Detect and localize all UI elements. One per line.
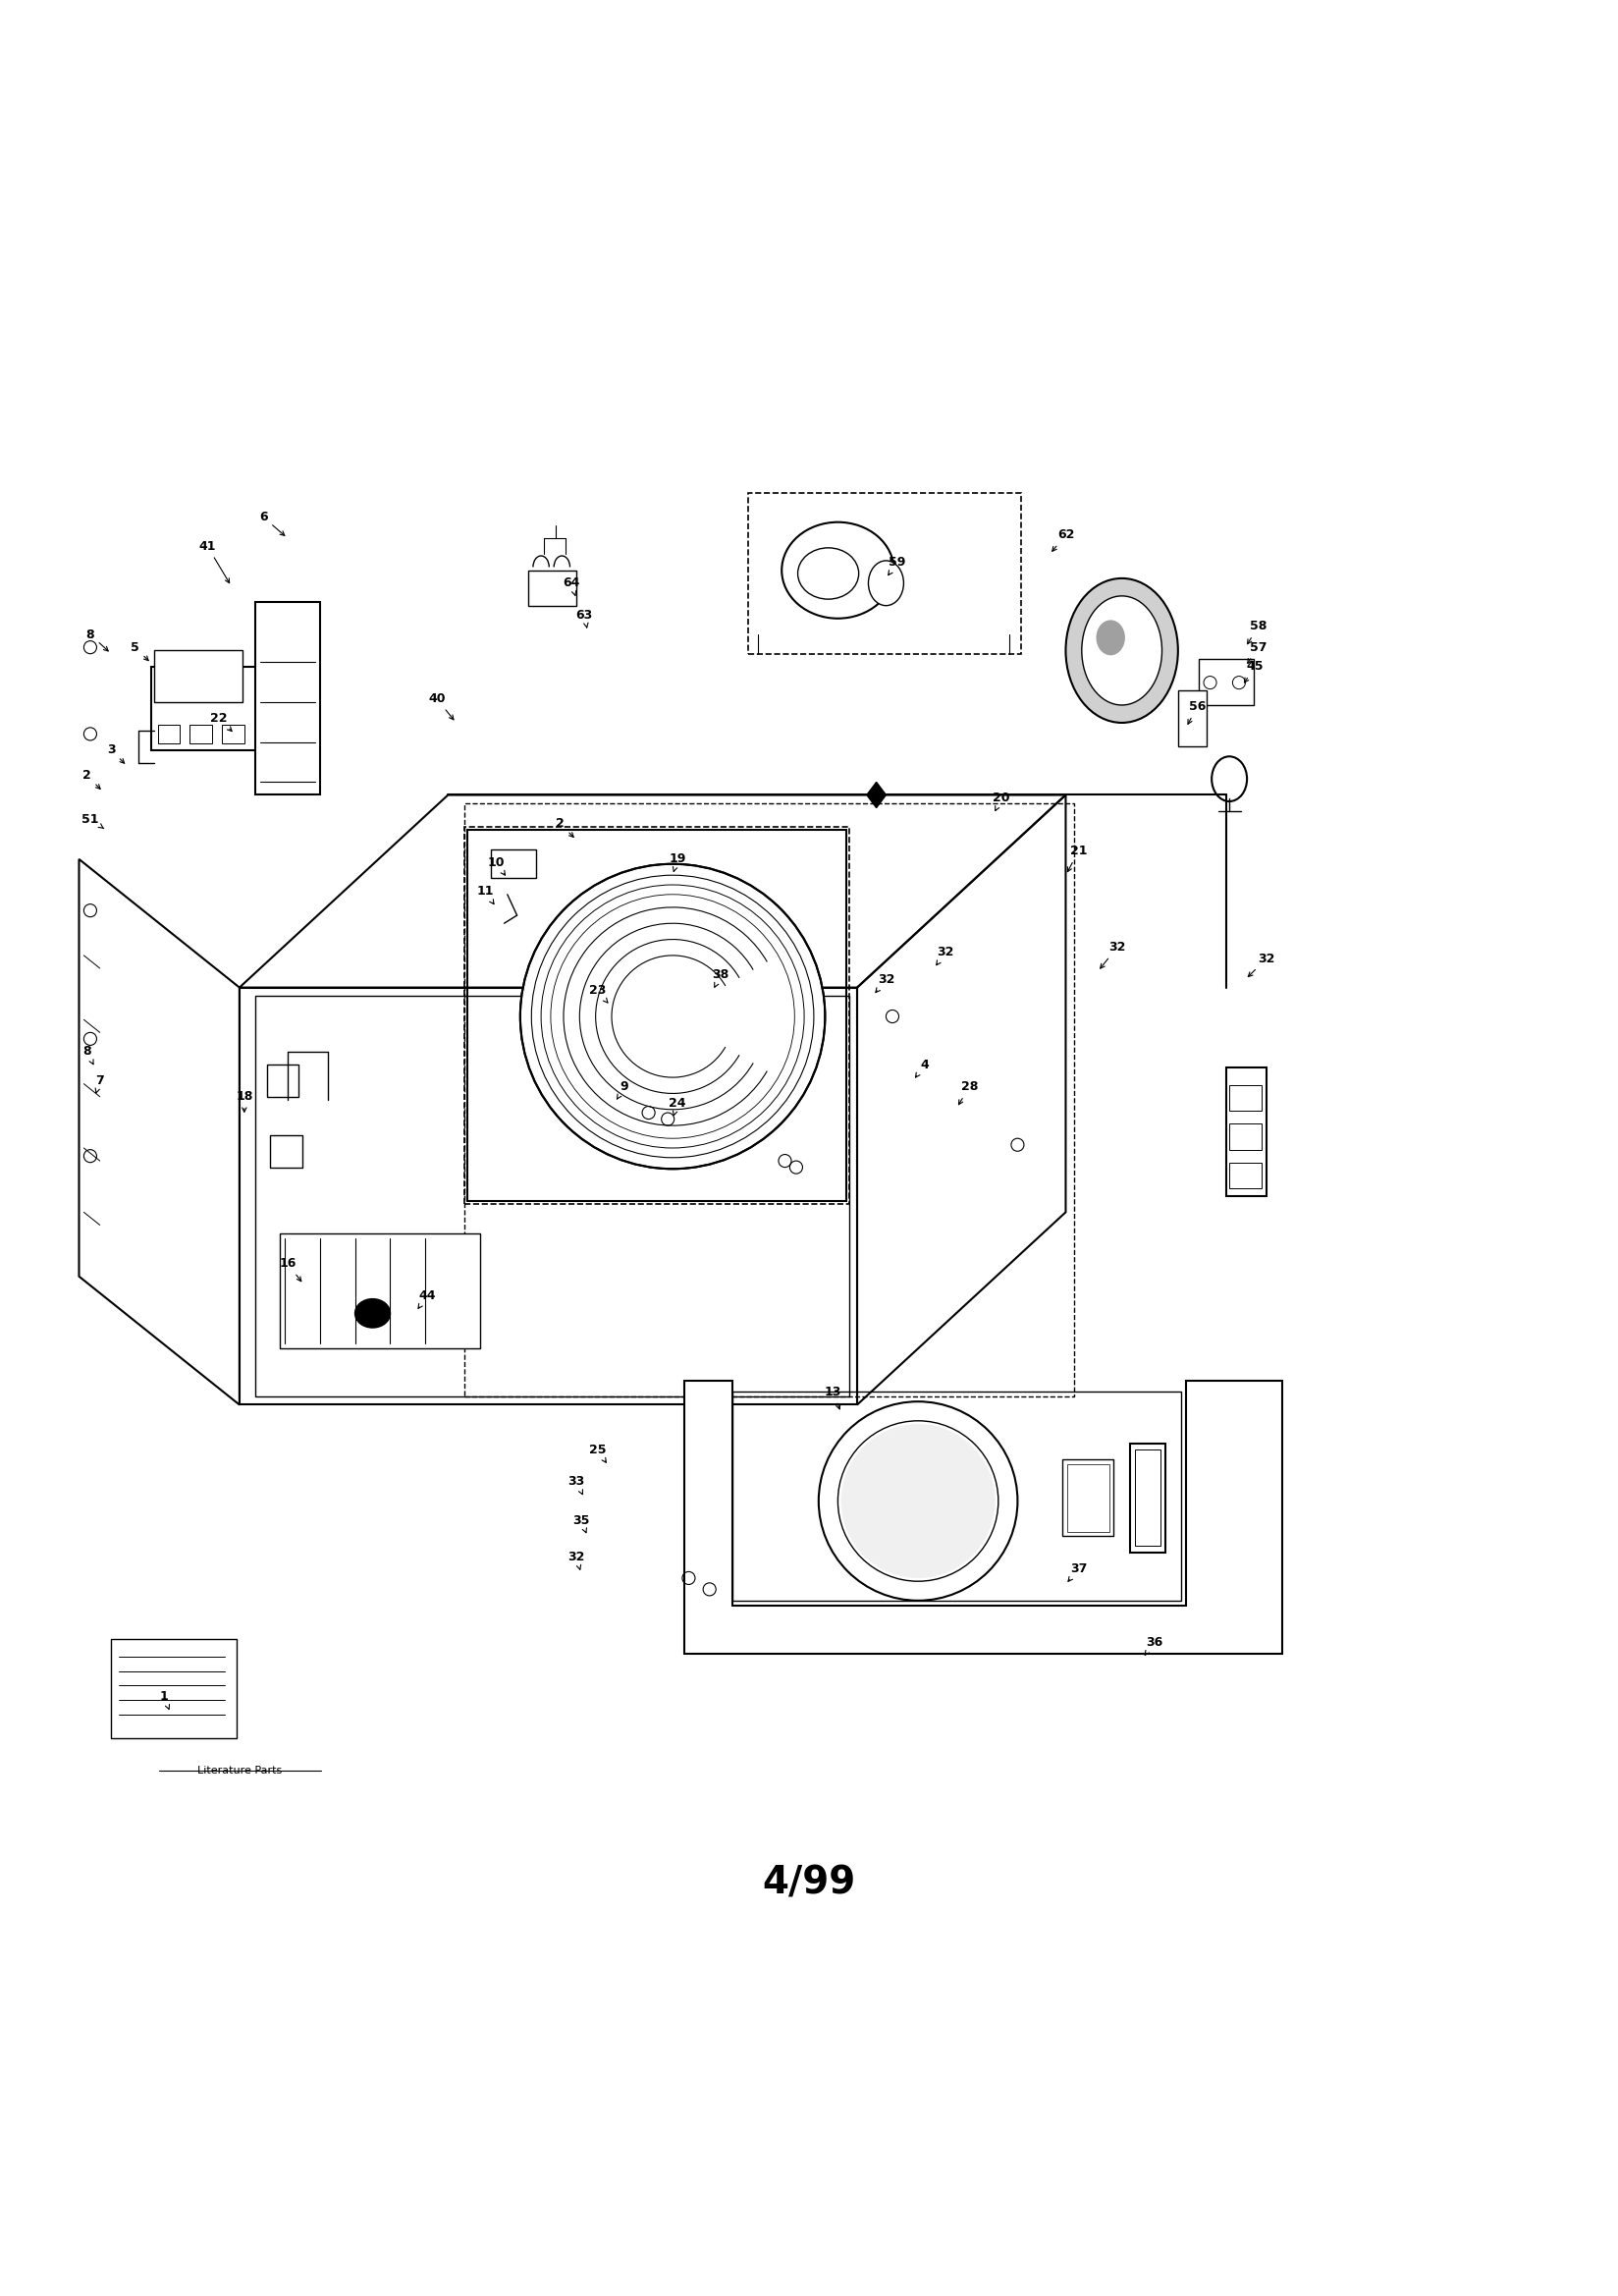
Text: 4/99: 4/99 xyxy=(762,1864,856,1901)
Text: 28: 28 xyxy=(959,1081,977,1104)
Text: 32: 32 xyxy=(1100,941,1126,969)
Text: 32: 32 xyxy=(937,946,955,964)
Text: 18: 18 xyxy=(236,1091,252,1111)
Text: 8: 8 xyxy=(83,1045,94,1065)
Text: 40: 40 xyxy=(429,693,453,719)
Bar xyxy=(1226,1068,1267,1196)
Bar xyxy=(1178,691,1207,746)
Ellipse shape xyxy=(781,521,895,618)
Bar xyxy=(1230,1125,1262,1150)
Text: 32: 32 xyxy=(875,974,895,992)
Text: 2: 2 xyxy=(557,817,573,838)
Text: 56: 56 xyxy=(1188,700,1205,723)
Bar xyxy=(468,831,846,1201)
Ellipse shape xyxy=(354,1300,390,1327)
Text: 6: 6 xyxy=(259,512,285,535)
Bar xyxy=(270,1134,303,1166)
Text: 59: 59 xyxy=(888,556,906,574)
Bar xyxy=(256,602,320,794)
Bar xyxy=(492,850,536,879)
Text: 10: 10 xyxy=(487,856,505,875)
Bar xyxy=(112,1639,236,1738)
Text: 3: 3 xyxy=(107,744,125,762)
Bar xyxy=(1134,1449,1160,1545)
Text: 19: 19 xyxy=(668,852,686,872)
Polygon shape xyxy=(684,1380,1283,1653)
Text: 4: 4 xyxy=(916,1058,929,1077)
Text: 20: 20 xyxy=(993,792,1010,810)
Bar xyxy=(464,827,849,1203)
Bar xyxy=(280,1233,481,1348)
Bar xyxy=(189,723,212,744)
Text: 33: 33 xyxy=(568,1476,584,1495)
Text: 64: 64 xyxy=(563,576,581,595)
Text: 32: 32 xyxy=(1247,953,1275,976)
Text: 41: 41 xyxy=(199,540,230,583)
Text: 63: 63 xyxy=(576,608,592,627)
Text: 16: 16 xyxy=(278,1258,301,1281)
Text: 62: 62 xyxy=(1052,528,1074,551)
Ellipse shape xyxy=(1082,597,1162,705)
Bar xyxy=(157,723,180,744)
Text: 5: 5 xyxy=(131,641,149,661)
Text: 25: 25 xyxy=(589,1444,607,1463)
Text: 8: 8 xyxy=(86,629,108,652)
Bar xyxy=(150,666,264,751)
Text: 38: 38 xyxy=(712,969,730,987)
Text: 9: 9 xyxy=(616,1081,629,1100)
Text: 24: 24 xyxy=(668,1097,686,1116)
Text: 58: 58 xyxy=(1247,620,1267,643)
Bar xyxy=(527,569,576,606)
Bar xyxy=(154,650,243,703)
Text: 45: 45 xyxy=(1244,661,1264,682)
Ellipse shape xyxy=(1066,579,1178,723)
Text: 2: 2 xyxy=(83,769,100,790)
FancyBboxPatch shape xyxy=(1199,659,1254,705)
Polygon shape xyxy=(867,783,887,808)
Text: 7: 7 xyxy=(95,1075,104,1093)
Text: 32: 32 xyxy=(568,1550,584,1570)
Text: 44: 44 xyxy=(417,1290,435,1309)
Bar xyxy=(1230,1162,1262,1187)
Text: 57: 57 xyxy=(1247,641,1267,664)
Circle shape xyxy=(521,863,825,1169)
Text: 35: 35 xyxy=(573,1513,589,1534)
Text: 11: 11 xyxy=(476,884,493,905)
Ellipse shape xyxy=(1095,620,1125,654)
Text: 22: 22 xyxy=(210,712,231,730)
Bar xyxy=(1068,1465,1108,1531)
Bar xyxy=(1129,1444,1165,1552)
Text: 51: 51 xyxy=(81,813,104,829)
Text: Literature Parts: Literature Parts xyxy=(197,1766,282,1775)
Bar xyxy=(748,494,1021,654)
Ellipse shape xyxy=(869,560,904,606)
Bar xyxy=(464,804,1074,1396)
Bar xyxy=(1063,1460,1113,1536)
Text: 36: 36 xyxy=(1146,1635,1162,1655)
Text: 1: 1 xyxy=(160,1690,170,1708)
Bar xyxy=(222,723,244,744)
Text: 23: 23 xyxy=(589,985,608,1003)
Text: 37: 37 xyxy=(1068,1561,1087,1582)
Bar xyxy=(267,1065,299,1097)
Bar xyxy=(1230,1086,1262,1111)
Text: 13: 13 xyxy=(825,1384,841,1410)
Text: 21: 21 xyxy=(1068,845,1087,872)
Circle shape xyxy=(841,1424,995,1577)
